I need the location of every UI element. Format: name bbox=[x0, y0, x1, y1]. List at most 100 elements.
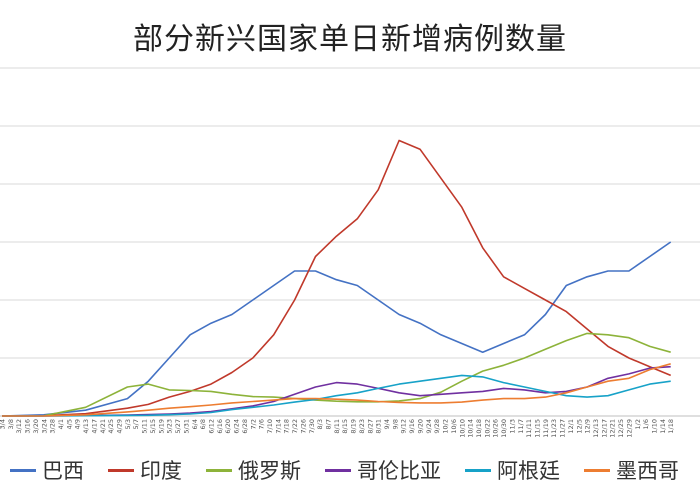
x-tick-label: 4/5 bbox=[65, 419, 73, 429]
x-tick-label: 5/3 bbox=[124, 419, 132, 429]
legend-swatch bbox=[465, 468, 491, 472]
x-tick-label: 9/20 bbox=[416, 419, 424, 434]
x-tick-label: 11/15 bbox=[533, 419, 541, 438]
x-tick-label: 4/13 bbox=[82, 419, 90, 434]
x-tick-label: 12/9 bbox=[584, 419, 592, 434]
x-tick-label: 3/20 bbox=[32, 419, 40, 434]
x-tick-label: 8/23 bbox=[358, 419, 366, 434]
x-tick-label: 5/31 bbox=[182, 419, 190, 434]
x-tick-label: 9/8 bbox=[391, 419, 399, 429]
x-tick-label: 7/22 bbox=[291, 419, 299, 434]
x-tick-label: 10/10 bbox=[458, 419, 466, 438]
legend-swatch bbox=[325, 468, 351, 472]
x-tick-label: 8/7 bbox=[325, 419, 333, 429]
x-tick-label: 7/26 bbox=[299, 419, 307, 434]
series-line bbox=[1, 139, 672, 417]
x-tick-label: 5/19 bbox=[157, 419, 165, 434]
legend-label: 阿根廷 bbox=[497, 459, 560, 483]
x-tick-label: 8/19 bbox=[350, 419, 358, 434]
x-tick-label: 9/12 bbox=[400, 419, 408, 434]
x-tick-label: 4/1 bbox=[57, 419, 65, 429]
legend-entry: 哥伦比亚 bbox=[325, 455, 441, 485]
x-tick-label: 3/4 bbox=[0, 419, 7, 429]
x-tick-label: 9/28 bbox=[433, 419, 441, 434]
chart-title: 部分新兴国家单日新增病例数量 bbox=[133, 22, 567, 57]
x-tick-label: 9/16 bbox=[408, 419, 416, 434]
x-tick-label: 9/24 bbox=[425, 419, 433, 434]
x-tick-label: 6/28 bbox=[241, 419, 249, 434]
legend-swatch bbox=[206, 468, 232, 472]
x-tick-label: 10/6 bbox=[450, 419, 458, 434]
x-tick-label: 8/3 bbox=[316, 419, 324, 429]
x-tick-label: 11/3 bbox=[508, 419, 516, 434]
x-tick-label: 8/11 bbox=[333, 419, 341, 434]
x-tick-label: 6/8 bbox=[199, 419, 207, 429]
legend-label: 墨西哥 bbox=[616, 459, 679, 483]
legend-label: 俄罗斯 bbox=[238, 459, 301, 483]
x-tick-label: 10/14 bbox=[467, 419, 475, 438]
x-tick-label: 5/15 bbox=[149, 419, 157, 434]
legend-label: 巴西 bbox=[42, 459, 84, 483]
x-tick-label: 12/1 bbox=[567, 419, 575, 434]
x-axis-ticks: 3/4 3/8 3/12 3/16 3/20 3/24 3/28 4/1 4/5 4/9 4/13 4… bbox=[0, 419, 675, 438]
legend-swatch bbox=[108, 468, 134, 472]
x-tick-label: 4/29 bbox=[116, 419, 124, 434]
legend-label: 印度 bbox=[140, 459, 182, 483]
x-tick-label: 5/7 bbox=[132, 419, 140, 429]
x-tick-label: 8/27 bbox=[366, 419, 374, 434]
x-tick-label: 4/25 bbox=[107, 419, 115, 434]
x-tick-label: 11/11 bbox=[525, 419, 533, 438]
series-line bbox=[1, 363, 671, 417]
x-tick-label: 3/16 bbox=[24, 419, 32, 434]
x-tick-label: 1/2 bbox=[634, 419, 642, 429]
x-tick-label: 7/2 bbox=[249, 419, 257, 429]
chart-legend: 巴西 印度 俄罗斯 哥伦比亚 阿根廷 墨西哥 bbox=[10, 456, 700, 484]
x-tick-label: 5/11 bbox=[141, 419, 149, 434]
series-line bbox=[1, 332, 671, 417]
x-tick-label: 7/6 bbox=[258, 419, 266, 429]
legend-swatch bbox=[10, 468, 36, 472]
x-tick-label: 1/10 bbox=[651, 419, 659, 434]
x-tick-label: 3/12 bbox=[15, 419, 23, 434]
x-tick-label: 11/23 bbox=[550, 419, 558, 438]
x-tick-label: 8/15 bbox=[341, 419, 349, 434]
x-tick-label: 7/10 bbox=[266, 419, 274, 434]
x-tick-label: 1/6 bbox=[642, 419, 650, 429]
x-tick-label: 11/7 bbox=[517, 419, 525, 434]
x-tick-label: 10/2 bbox=[442, 419, 450, 434]
series-line bbox=[1, 241, 672, 417]
x-tick-label: 3/28 bbox=[49, 419, 57, 434]
x-tick-label: 9/4 bbox=[383, 419, 391, 429]
legend-label: 哥伦比亚 bbox=[357, 459, 441, 483]
x-tick-label: 4/21 bbox=[99, 419, 107, 434]
x-tick-label: 6/24 bbox=[233, 419, 241, 434]
x-tick-label: 7/14 bbox=[274, 419, 282, 434]
x-tick-label: 8/31 bbox=[375, 419, 383, 434]
x-tick-label: 10/26 bbox=[492, 419, 500, 438]
legend-entry: 印度 bbox=[108, 455, 182, 485]
x-tick-label: 7/30 bbox=[308, 419, 316, 434]
legend-entry: 墨西哥 bbox=[584, 455, 679, 485]
x-tick-label: 7/18 bbox=[283, 419, 291, 434]
x-tick-label: 12/29 bbox=[625, 419, 633, 438]
x-tick-label: 6/12 bbox=[207, 419, 215, 434]
x-tick-label: 11/19 bbox=[542, 419, 550, 438]
x-tick-label: 10/18 bbox=[475, 419, 483, 438]
x-tick-label: 12/13 bbox=[592, 419, 600, 438]
x-tick-label: 6/16 bbox=[216, 419, 224, 434]
x-tick-label: 5/27 bbox=[174, 419, 182, 434]
x-tick-label: 4/17 bbox=[90, 419, 98, 434]
x-tick-label: 3/8 bbox=[7, 419, 15, 429]
gridlines bbox=[0, 67, 700, 359]
legend-entry: 阿根廷 bbox=[465, 455, 560, 485]
x-tick-label: 12/5 bbox=[575, 419, 583, 434]
x-tick-label: 3/24 bbox=[40, 419, 48, 434]
series-lines bbox=[1, 139, 672, 417]
x-tick-label: 12/17 bbox=[600, 419, 608, 438]
x-tick-label: 12/25 bbox=[617, 419, 625, 438]
series-line bbox=[1, 374, 671, 417]
x-tick-label: 6/4 bbox=[191, 419, 199, 429]
x-tick-label: 11/27 bbox=[559, 419, 567, 438]
